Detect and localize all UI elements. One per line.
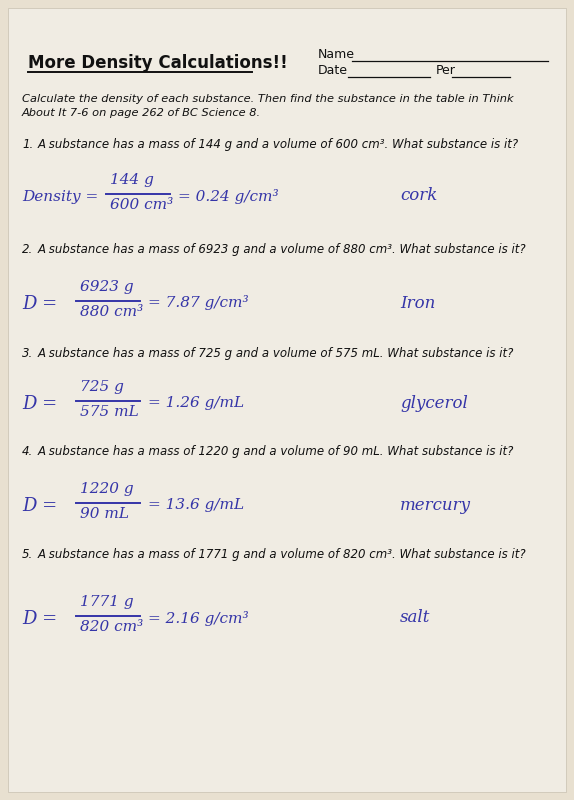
Text: D =: D = [22, 610, 57, 628]
Text: D =: D = [22, 295, 57, 313]
Text: cork: cork [400, 187, 437, 205]
Text: Name: Name [318, 48, 355, 61]
Text: A substance has a mass of 1220 g and a volume of 90 mL. What substance is it?: A substance has a mass of 1220 g and a v… [38, 445, 514, 458]
Text: 820 cm³: 820 cm³ [80, 620, 144, 634]
Text: 880 cm³: 880 cm³ [80, 305, 144, 319]
Text: A substance has a mass of 725 g and a volume of 575 mL. What substance is it?: A substance has a mass of 725 g and a vo… [38, 347, 514, 360]
Text: = 2.16 g/cm³: = 2.16 g/cm³ [148, 610, 249, 626]
Text: mercury: mercury [400, 497, 471, 514]
Text: 1771 g: 1771 g [80, 595, 134, 609]
Text: 725 g: 725 g [80, 380, 124, 394]
Text: 4.: 4. [22, 445, 33, 458]
Text: = 1.26 g/mL: = 1.26 g/mL [148, 396, 244, 410]
Text: 1.: 1. [22, 138, 33, 151]
Text: 600 cm³: 600 cm³ [110, 198, 173, 212]
Text: 144 g: 144 g [110, 173, 154, 187]
Text: A substance has a mass of 6923 g and a volume of 880 cm³. What substance is it?: A substance has a mass of 6923 g and a v… [38, 243, 526, 256]
Text: = 13.6 g/mL: = 13.6 g/mL [148, 498, 244, 512]
Text: About It 7-6 on page 262 of BC Science 8.: About It 7-6 on page 262 of BC Science 8… [22, 108, 261, 118]
Text: Date: Date [318, 64, 348, 77]
Text: D =: D = [22, 395, 57, 413]
Text: Density =: Density = [22, 190, 98, 204]
Text: 575 mL: 575 mL [80, 405, 139, 419]
Text: glycerol: glycerol [400, 394, 468, 411]
Text: A substance has a mass of 144 g and a volume of 600 cm³. What substance is it?: A substance has a mass of 144 g and a vo… [38, 138, 519, 151]
Text: 2.: 2. [22, 243, 33, 256]
Text: 1220 g: 1220 g [80, 482, 134, 496]
Text: Calculate the density of each substance. Then find the substance in the table in: Calculate the density of each substance.… [22, 94, 514, 104]
Text: Per: Per [436, 64, 456, 77]
Text: = 7.87 g/cm³: = 7.87 g/cm³ [148, 295, 249, 310]
Text: 5.: 5. [22, 548, 33, 561]
Text: A substance has a mass of 1771 g and a volume of 820 cm³. What substance is it?: A substance has a mass of 1771 g and a v… [38, 548, 526, 561]
Text: More Density Calculations!!: More Density Calculations!! [28, 54, 288, 72]
Text: salt: salt [400, 610, 430, 626]
Text: Iron: Iron [400, 294, 435, 311]
Text: 6923 g: 6923 g [80, 280, 134, 294]
Text: 3.: 3. [22, 347, 33, 360]
Text: 90 mL: 90 mL [80, 507, 129, 521]
Text: D =: D = [22, 497, 57, 515]
Text: = 0.24 g/cm³: = 0.24 g/cm³ [178, 189, 278, 203]
